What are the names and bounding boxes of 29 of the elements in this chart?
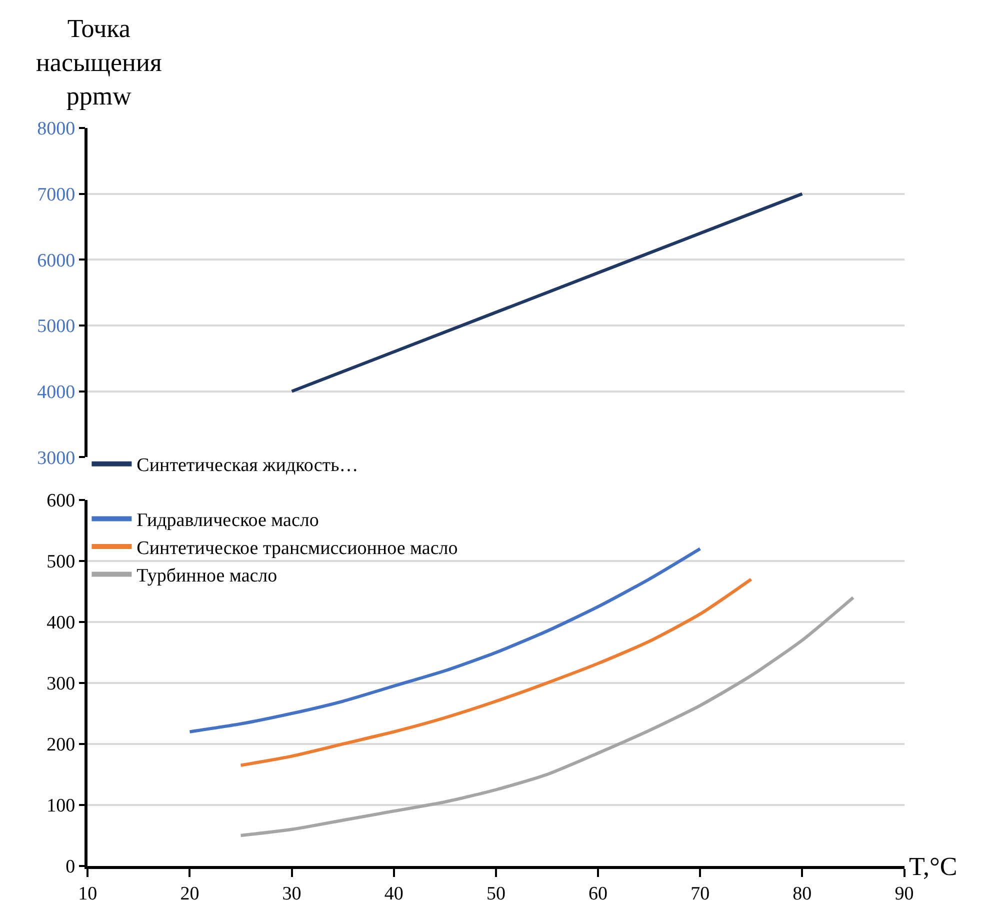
y-tick-label: 500 [46, 552, 76, 573]
x-tick-label: 50 [486, 884, 506, 905]
y-tick-label: 5000 [37, 316, 76, 338]
y-tick-label: 200 [46, 734, 76, 756]
y-tick-label: 600 [46, 490, 76, 512]
x-tick-label: 10 [78, 884, 98, 905]
legend-label: Турбинное масло [136, 566, 278, 587]
x-axis-title: T,°C [909, 852, 958, 881]
legend-label: Синтетическая жидкость… [136, 455, 358, 476]
x-tick-label: 70 [690, 884, 710, 905]
line-series [239, 596, 855, 838]
legend-label: Гидравлическое масло [136, 510, 319, 532]
legend-label: Синтетическое трансмиссионное масло [136, 538, 458, 559]
y-tick-label: 3000 [37, 448, 76, 469]
y-tick-label: 7000 [37, 184, 76, 206]
x-tick-label: 40 [384, 884, 404, 905]
x-tick-label: 80 [792, 884, 812, 905]
y-tick-label: 400 [46, 612, 76, 634]
y-tick-label: 6000 [37, 250, 76, 272]
y-axis-title: Точка насыщения ppmw [36, 14, 162, 111]
y-tick-label: 300 [46, 674, 76, 695]
x-tick-label: 90 [894, 884, 914, 905]
y-tick-label: 4000 [37, 382, 76, 403]
x-tick-label: 20 [180, 884, 200, 905]
y-tick-label: 8000 [37, 118, 76, 140]
y-tick-label: 0 [66, 856, 76, 878]
x-tick-label: 30 [282, 884, 302, 905]
y-tick-label: 100 [46, 796, 76, 817]
x-tick-label: 60 [588, 884, 608, 905]
